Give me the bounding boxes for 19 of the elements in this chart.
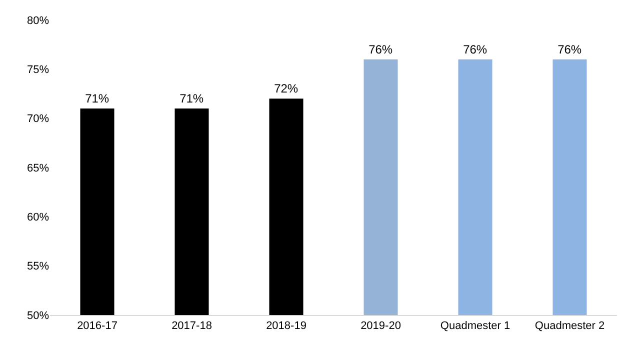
- x-tick-label: 2019-20: [360, 320, 401, 332]
- y-tick-label: 65%: [26, 162, 50, 174]
- y-tick-label: 75%: [26, 64, 50, 76]
- data-label: 71%: [85, 92, 110, 106]
- data-label: 72%: [274, 82, 298, 96]
- y-tick-label: 70%: [26, 113, 50, 126]
- data-label: 76%: [558, 42, 582, 56]
- x-tick-label: 2018-19: [266, 320, 306, 332]
- x-tick-label: 2016-17: [77, 320, 118, 332]
- data-label: 71%: [180, 92, 204, 106]
- y-tick-label: 80%: [26, 14, 50, 27]
- data-label: 76%: [368, 42, 393, 56]
- data-label: 76%: [463, 42, 488, 56]
- y-tick-label: 55%: [26, 260, 50, 273]
- y-tick-label: 60%: [26, 212, 50, 224]
- x-tick-label: Quadmester 2: [534, 320, 605, 332]
- y-tick-label: 50%: [26, 310, 50, 322]
- x-tick-label: 2017-18: [172, 320, 212, 332]
- x-tick-label: Quadmester 1: [440, 320, 510, 332]
